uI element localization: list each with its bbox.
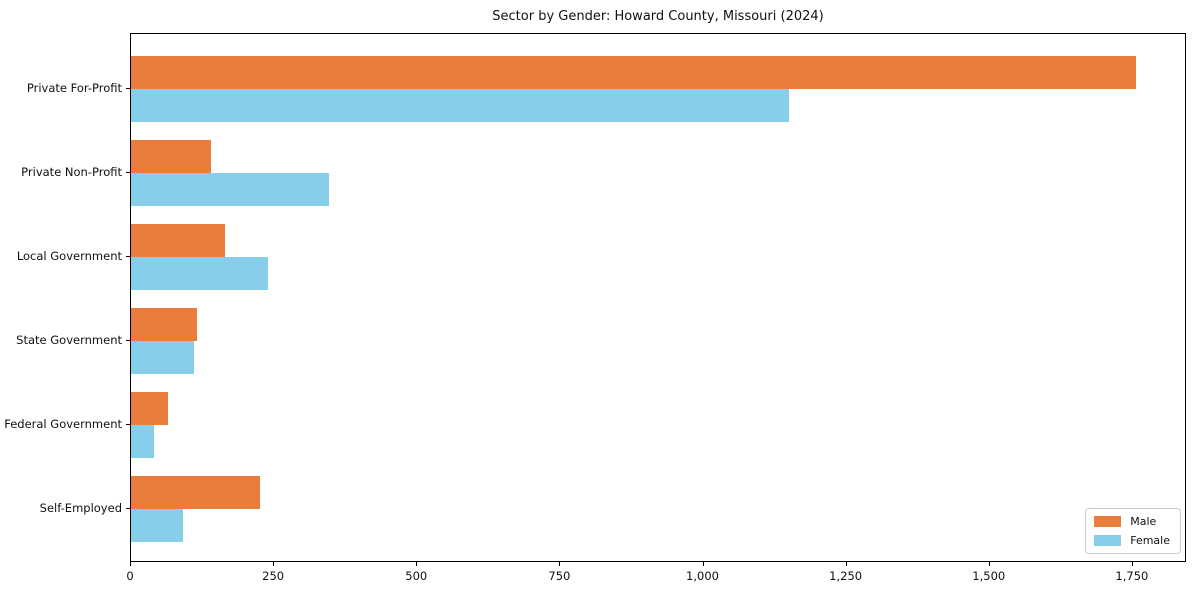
bar-female-private-non-profit [131, 173, 329, 206]
bar-female-federal-government [131, 425, 154, 458]
ytick-label-state-government: State Government [16, 333, 122, 347]
xtick-mark-250 [273, 562, 275, 566]
legend-swatch-female-icon [1094, 535, 1122, 546]
xtick-mark-1000 [702, 562, 704, 566]
xtick-label-1500: 1,500 [972, 569, 1006, 583]
legend-label-male: Male [1130, 515, 1157, 528]
ytick-label-local-government: Local Government [16, 249, 122, 263]
xtick-label-1750: 1,750 [1115, 569, 1149, 583]
ytick-mark-local-government [126, 256, 130, 257]
bar-male-state-government [131, 308, 197, 341]
xtick-label-0: 0 [126, 569, 134, 583]
plot-area: Male Female [130, 33, 1186, 562]
ytick-label-self-employed: Self-Employed [39, 501, 122, 515]
chart-title: Sector by Gender: Howard County, Missour… [492, 9, 824, 24]
ytick-label-private-for-profit: Private For-Profit [26, 81, 122, 95]
xtick-mark-1250 [845, 562, 847, 566]
xtick-mark-500 [416, 562, 418, 566]
xtick-label-1250: 1,250 [829, 569, 863, 583]
ytick-mark-state-government [126, 340, 130, 341]
xtick-label-250: 250 [262, 569, 285, 583]
legend: Male Female [1085, 508, 1181, 554]
bar-female-state-government [131, 341, 194, 374]
bar-male-federal-government [131, 392, 169, 425]
ytick-label-private-non-profit: Private Non-Profit [21, 165, 122, 179]
legend-swatch-male-icon [1094, 516, 1122, 527]
bar-male-local-government [131, 224, 226, 257]
xtick-label-750: 750 [548, 569, 571, 583]
xtick-mark-750 [559, 562, 561, 566]
xtick-mark-1500 [988, 562, 990, 566]
x-axis: 0 250 500 750 1,000 1,250 1,500 1,750 [126, 562, 1186, 592]
bar-female-private-for-profit [131, 89, 790, 122]
xtick-label-500: 500 [405, 569, 428, 583]
y-axis-labels: Private For-Profit Private Non-Profit Loca… [0, 33, 122, 562]
bar-male-self-employed [131, 476, 260, 509]
bar-female-self-employed [131, 509, 183, 542]
legend-item-female: Female [1094, 534, 1170, 547]
ytick-mark-private-non-profit [126, 172, 130, 173]
bar-male-private-for-profit [131, 56, 1136, 89]
xtick-label-1000: 1,000 [686, 569, 719, 583]
ytick-label-federal-government: Federal Government [4, 417, 122, 431]
xtick-mark-0 [130, 562, 131, 566]
ytick-mark-self-employed [126, 508, 130, 509]
ytick-mark-private-for-profit [126, 88, 130, 89]
legend-label-female: Female [1130, 534, 1170, 547]
bar-female-local-government [131, 257, 269, 290]
xtick-mark-1750 [1131, 562, 1133, 566]
legend-item-male: Male [1094, 515, 1170, 528]
ytick-mark-federal-government [126, 424, 130, 425]
bar-male-private-non-profit [131, 140, 212, 173]
